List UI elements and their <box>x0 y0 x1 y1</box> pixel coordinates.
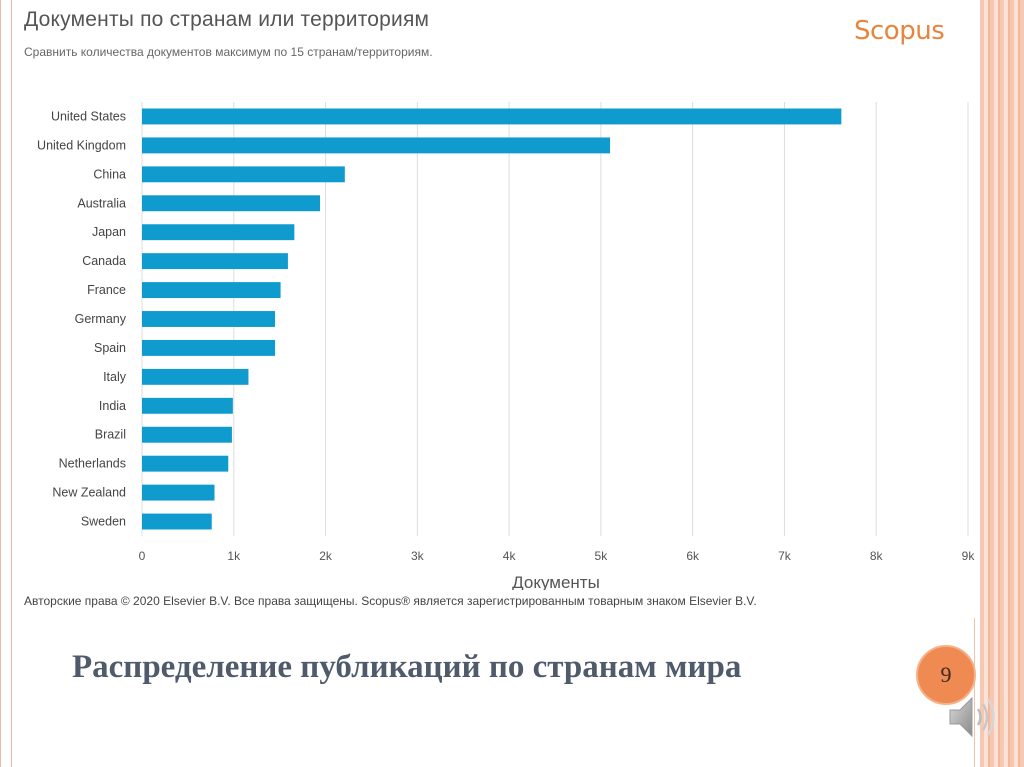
x-tick-label: 4k <box>503 549 517 563</box>
bar <box>142 224 295 241</box>
y-tick-label: Brazil <box>95 428 126 442</box>
y-tick-label: Spain <box>94 341 126 355</box>
bar <box>142 282 281 299</box>
y-tick-label: New Zealand <box>52 486 126 500</box>
x-tick-label: 9k <box>962 549 976 563</box>
x-tick-label: 2k <box>319 549 333 563</box>
chart-panel-title: Документы по странам или территориям <box>24 8 430 31</box>
y-tick-label: France <box>87 283 126 297</box>
x-tick-label: 1k <box>227 549 241 563</box>
y-tick-label: Italy <box>103 370 127 384</box>
y-tick-label: Australia <box>77 196 126 210</box>
x-tick-label: 0 <box>139 549 146 563</box>
x-tick-label: 3k <box>411 549 425 563</box>
bar <box>142 339 276 356</box>
slide-left-border <box>0 0 12 767</box>
y-tick-label: China <box>93 167 126 181</box>
y-tick-label: Germany <box>75 312 127 326</box>
y-tick-label: Japan <box>92 225 126 239</box>
chart-panel-subtitle: Сравнить количества документов максимум … <box>24 45 433 59</box>
bar-chart: 0 1k 2k 3k 4k 5k 6k 7k 8k 9k United States United K… <box>37 102 976 590</box>
bar <box>142 166 345 183</box>
bar <box>142 513 212 530</box>
x-axis-label: Документы <box>512 573 600 590</box>
slide-title: Распределение публикаций по странам мира <box>72 649 742 685</box>
scopus-chart-panel: Документы по странам или территориям Сра… <box>14 0 978 618</box>
copyright-text: Авторские права © 2020 Elsevier B.V. Все… <box>24 594 757 608</box>
bar <box>142 253 288 270</box>
y-tick-label: Sweden <box>81 515 126 529</box>
slide-right-border <box>980 0 1024 767</box>
scopus-logo: Scopus <box>854 16 945 46</box>
x-tick-label: 8k <box>870 549 884 563</box>
y-tick-label: United Kingdom <box>37 138 126 152</box>
bar <box>142 426 232 443</box>
y-tick-label: United States <box>51 109 126 123</box>
y-tick-label: India <box>99 399 126 413</box>
bar <box>142 397 233 414</box>
y-tick-label: Canada <box>82 254 126 268</box>
x-tick-label: 6k <box>686 549 700 563</box>
bar <box>142 311 276 327</box>
bar <box>142 368 249 385</box>
bar <box>142 455 229 472</box>
speaker-icon[interactable] <box>946 692 1002 742</box>
bar <box>142 137 611 154</box>
x-tick-label: 5k <box>595 549 609 563</box>
bar <box>142 108 842 125</box>
page-number-badge: 9 <box>916 645 976 705</box>
x-tick-label: 7k <box>778 549 792 563</box>
bar <box>142 484 215 501</box>
bar <box>142 195 321 212</box>
y-tick-label: Netherlands <box>59 457 126 471</box>
